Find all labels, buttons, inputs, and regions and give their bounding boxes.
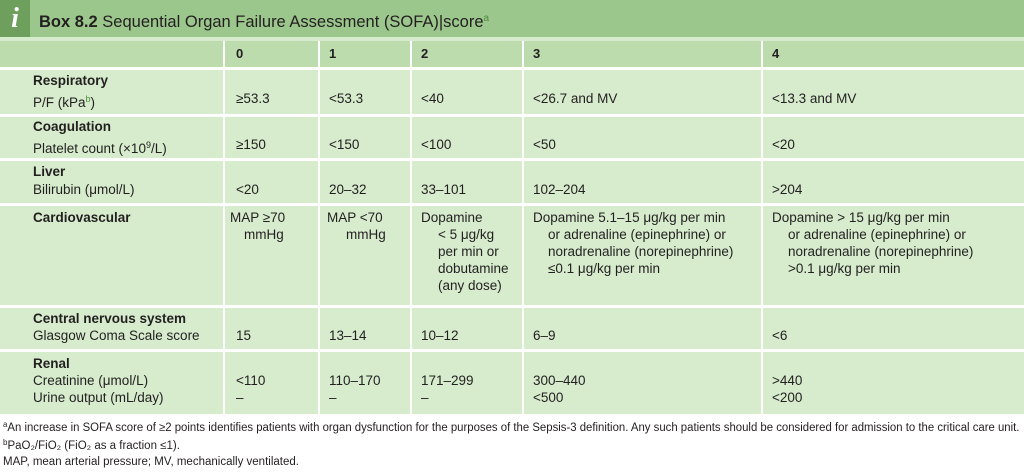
sofa-box: i Box 8.2 Sequential Organ Failure Asses…	[0, 0, 1024, 414]
score-cell: <6	[772, 328, 788, 343]
score-cell: –	[329, 390, 337, 405]
box-title: Box 8.2 Sequential Organ Failure Assessm…	[39, 13, 490, 31]
row-category: Coagulation	[33, 119, 111, 134]
score-cell: or adrenaline (epinephrine) or	[788, 227, 966, 242]
row-category: Central nervous system	[33, 311, 187, 326]
score-cell: per min or	[438, 244, 499, 259]
score-cell: noradrenaline (norepinephrine)	[788, 244, 974, 259]
box-label: Box 8.2	[39, 13, 98, 31]
score-cell: 13–14	[329, 328, 367, 343]
score-cell: –	[236, 390, 244, 405]
score-cell: 110–170	[329, 373, 381, 388]
column-header-3: 3	[533, 46, 541, 61]
score-header-row: 0 1 2 3 4	[0, 41, 1024, 67]
column-header-0: 0	[236, 46, 244, 61]
score-cell: 171–299	[421, 373, 474, 388]
score-cell: 10–12	[421, 328, 459, 343]
column-header-4: 4	[772, 46, 780, 61]
score-cell: <20	[236, 182, 259, 197]
box-title-text: Sequential Organ Failure Assessment (SOF…	[102, 13, 439, 31]
score-cell: <200	[772, 390, 803, 405]
footnote-abbreviations: MAP, mean arterial pressure; MV, mechani…	[3, 456, 299, 468]
column-header-2: 2	[421, 46, 429, 61]
score-cell: 102–204	[533, 182, 586, 197]
score-cell: <53.3	[329, 91, 364, 106]
score-cell: 33–101	[421, 182, 467, 197]
score-cell: <50	[533, 137, 556, 152]
score-cell: ≥53.3	[236, 91, 270, 106]
row-measure: Bilirubin (μmol/L)	[33, 182, 135, 197]
score-cell: MAP ≥70	[230, 210, 286, 225]
box-title-bar: i Box 8.2 Sequential Organ Failure Asses…	[0, 0, 1024, 37]
score-cell: (any dose)	[438, 278, 502, 293]
score-cell: < 5 μg/kg	[438, 227, 495, 242]
score-cell: <500	[533, 390, 564, 405]
row-category: Cardiovascular	[33, 210, 131, 225]
score-cell: >204	[772, 182, 803, 197]
box-title-tail: score	[443, 13, 484, 31]
score-cell: noradrenaline (norepinephrine)	[548, 244, 734, 259]
footnote-a: aAn increase in SOFA score of ≥2 points …	[3, 420, 1020, 434]
info-icon: i	[0, 0, 30, 37]
score-cell: Dopamine	[421, 210, 483, 225]
score-cell: <26.7 and MV	[533, 91, 618, 106]
row-measure: Platelet count (×109/L)	[33, 140, 167, 156]
score-cell: or adrenaline (epinephrine) or	[548, 227, 726, 242]
row-category: Respiratory	[33, 73, 109, 88]
score-cell: ≥150	[236, 137, 266, 152]
footnote-b: bPaO₂/FiO₂ (FiO₂ as a fraction ≤1).	[3, 438, 180, 452]
score-cell: ≤0.1 μg/kg per min	[548, 261, 660, 276]
row-category: Renal	[33, 356, 70, 371]
score-cell: mmHg	[244, 227, 284, 242]
score-cell: 6–9	[533, 328, 556, 343]
row-measure: Creatinine (μmol/L)	[33, 373, 149, 388]
score-cell: <100	[421, 137, 452, 152]
score-cell: Dopamine 5.1–15 μg/kg per min	[533, 210, 726, 225]
score-cell: 15	[236, 328, 252, 343]
score-cell: <40	[421, 91, 444, 106]
row-measure: Glasgow Coma Scale score	[33, 328, 200, 343]
score-cell: 20–32	[329, 182, 367, 197]
row-measure: P/F (kPab)	[33, 94, 96, 110]
score-cell: Dopamine > 15 μg/kg per min	[772, 210, 950, 225]
score-cell: dobutamine	[438, 261, 509, 276]
row-category: Liver	[33, 164, 66, 179]
score-cell: <13.3 and MV	[772, 91, 857, 106]
score-cell: >0.1 μg/kg per min	[788, 261, 901, 276]
score-cell: mmHg	[346, 227, 386, 242]
column-header-1: 1	[329, 46, 337, 61]
score-cell: >440	[772, 373, 803, 388]
score-cell: <20	[772, 137, 795, 152]
row-measure: Urine output (mL/day)	[33, 390, 164, 405]
score-cell: MAP <70	[327, 210, 383, 225]
title-footnote-marker: a	[483, 13, 490, 24]
score-cell: 300–440	[533, 373, 586, 388]
score-cell: <150	[329, 137, 360, 152]
score-cell: –	[421, 390, 429, 405]
score-cell: <110	[236, 373, 266, 388]
